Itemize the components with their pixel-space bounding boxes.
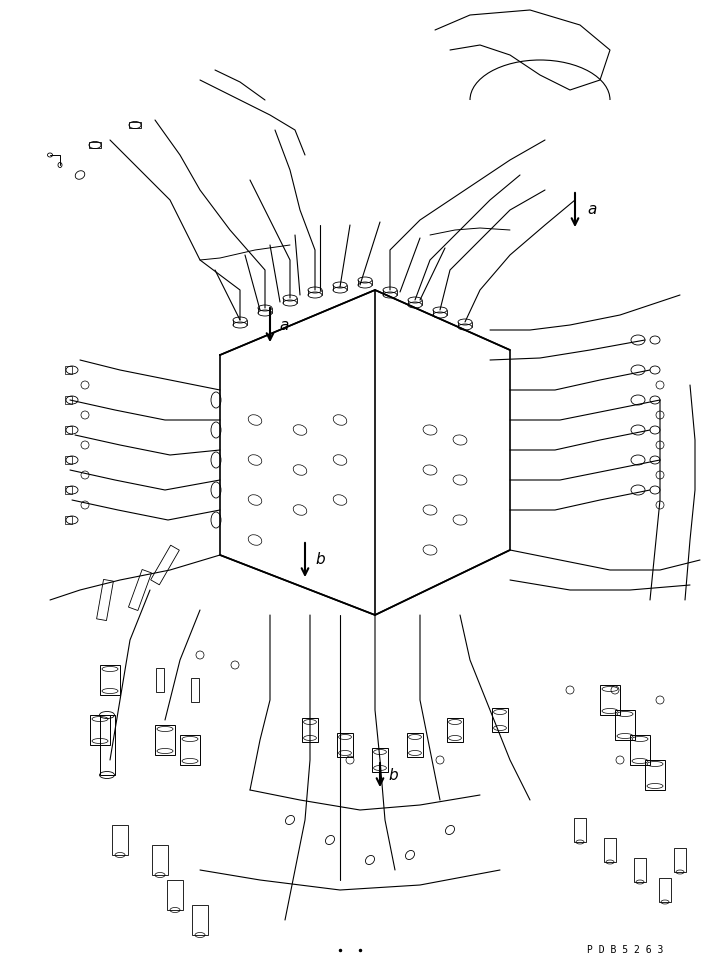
Text: b: b — [315, 552, 324, 568]
Bar — [447, 718, 463, 742]
Bar — [152, 845, 168, 875]
Bar — [151, 545, 180, 585]
Bar — [574, 818, 586, 842]
Bar — [302, 718, 318, 742]
Bar — [659, 878, 671, 902]
Bar — [634, 858, 646, 882]
Bar — [192, 905, 208, 935]
Bar — [407, 733, 423, 757]
Bar — [90, 715, 110, 745]
Bar — [100, 665, 120, 695]
Bar — [65, 516, 72, 524]
Bar — [372, 748, 388, 772]
Bar — [156, 668, 164, 692]
Bar — [600, 685, 620, 715]
Bar — [97, 579, 114, 620]
Bar — [65, 486, 72, 494]
Bar — [89, 142, 101, 148]
Bar — [191, 678, 199, 702]
Bar — [604, 838, 616, 862]
Bar — [674, 848, 686, 872]
Bar — [129, 122, 141, 128]
Bar — [492, 708, 508, 732]
Text: P D B 5 2 6 3: P D B 5 2 6 3 — [586, 945, 663, 955]
Bar — [180, 735, 200, 765]
Bar — [630, 735, 650, 765]
Bar — [155, 725, 175, 755]
Bar — [337, 733, 353, 757]
Bar — [129, 570, 151, 610]
Bar — [112, 825, 128, 855]
Text: a: a — [587, 202, 596, 218]
Bar — [167, 880, 183, 910]
Bar — [645, 760, 665, 790]
Text: b: b — [388, 768, 398, 782]
Text: a: a — [279, 318, 289, 332]
Bar — [65, 396, 72, 404]
Bar — [65, 456, 72, 464]
Bar — [65, 426, 72, 434]
Bar — [65, 366, 72, 374]
Bar — [100, 715, 115, 775]
Bar — [615, 710, 635, 740]
